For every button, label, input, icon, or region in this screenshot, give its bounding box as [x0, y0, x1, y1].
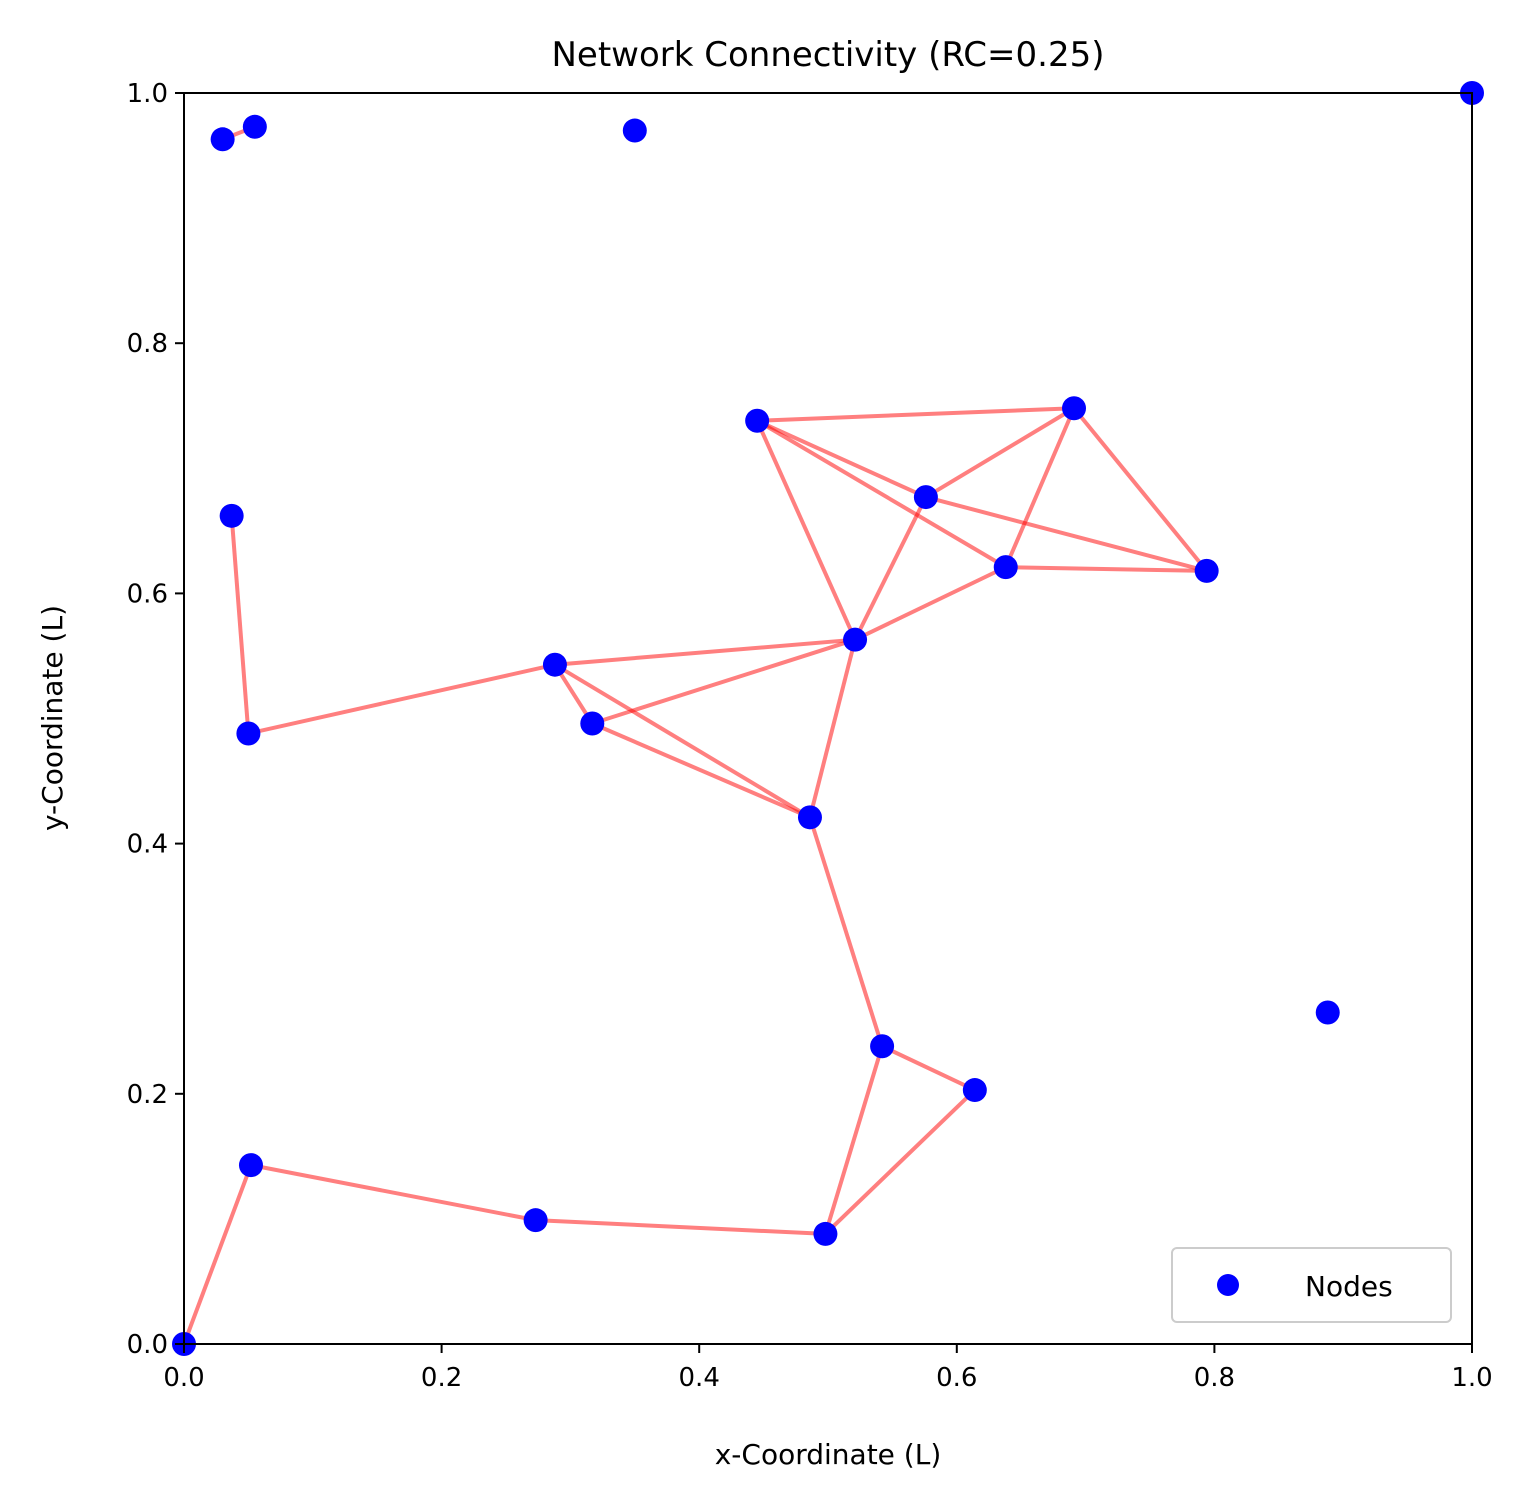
node-point-17 [962, 1078, 987, 1103]
edges-layer [182, 124, 1209, 1345]
x-tick-label-3: 0.6 [936, 1363, 977, 1393]
node-point-6 [236, 721, 261, 746]
edge-22 [823, 1045, 885, 1235]
edge-6 [591, 637, 856, 726]
legend: Nodes [1171, 1247, 1452, 1323]
node-point-21 [813, 1221, 838, 1246]
node-point-18 [1315, 1000, 1340, 1025]
node-point-16 [870, 1034, 895, 1059]
node-point-19 [238, 1153, 263, 1178]
y-tick-label-1: 0.2 [127, 1080, 168, 1110]
edge-16 [925, 495, 1208, 573]
plot-frame [183, 92, 1473, 1345]
x-tick-label-0: 0.0 [163, 1363, 204, 1393]
edge-9 [756, 418, 927, 499]
legend-box [1171, 1247, 1452, 1323]
chart-title: Network Connectivity (RC=0.25) [551, 35, 1104, 75]
y-tick-label-5: 1.0 [127, 79, 168, 109]
x-axis-ticks: 0.0 0.2 0.4 0.6 0.8 1.0 [163, 1344, 1493, 1393]
edge-20 [808, 816, 885, 1047]
edge-5 [553, 662, 811, 820]
edge-1 [229, 515, 251, 734]
edge-15 [924, 406, 1076, 499]
edge-11 [755, 419, 857, 641]
edge-24 [535, 1218, 826, 1236]
y-tick-label-2: 0.4 [127, 830, 168, 860]
y-axis-ticks: 0.0 0.2 0.4 0.6 0.8 1.0 [127, 79, 184, 1360]
legend-marker [1217, 1274, 1239, 1296]
node-point-10 [843, 627, 868, 652]
edge-2 [247, 662, 556, 736]
y-tick-label-0: 0.0 [127, 1330, 168, 1360]
edge-23 [824, 1088, 977, 1236]
x-tick-label-5: 1.0 [1451, 1363, 1492, 1393]
edge-19 [1072, 406, 1209, 573]
node-point-13 [1062, 396, 1087, 421]
legend-label-nodes: Nodes [1305, 1270, 1393, 1303]
y-tick-label-4: 0.8 [127, 329, 168, 359]
x-tick-label-4: 0.8 [1194, 1363, 1235, 1393]
edge-4 [554, 637, 856, 667]
node-point-8 [580, 711, 605, 736]
edge-10 [756, 419, 1007, 569]
nodes-layer [172, 81, 1484, 1356]
edge-26 [182, 1164, 253, 1345]
node-point-2 [242, 114, 267, 139]
node-point-3 [622, 118, 647, 143]
node-point-20 [523, 1208, 548, 1233]
edge-12 [853, 496, 928, 641]
edge-17 [1003, 407, 1076, 568]
x-tick-label-1: 0.2 [421, 1363, 462, 1393]
node-point-9 [745, 408, 770, 433]
node-point-5 [219, 503, 244, 528]
y-tick-label-3: 0.6 [127, 579, 168, 609]
x-tick-label-2: 0.4 [679, 1363, 720, 1393]
node-point-1 [210, 127, 235, 152]
node-point-7 [542, 652, 567, 677]
edge-8 [757, 406, 1075, 423]
node-point-15 [797, 805, 822, 830]
y-axis-label: y-Coordinate (L) [36, 605, 69, 831]
edge-13 [854, 565, 1007, 642]
x-axis-label: x-Coordinate (L) [715, 1438, 942, 1471]
node-point-14 [1194, 558, 1219, 583]
edge-25 [250, 1163, 537, 1223]
edge-7 [591, 721, 811, 820]
edge-21 [881, 1044, 976, 1092]
node-point-11 [913, 485, 938, 510]
edge-14 [808, 639, 857, 818]
edge-18 [1005, 565, 1207, 573]
node-point-12 [993, 555, 1018, 580]
